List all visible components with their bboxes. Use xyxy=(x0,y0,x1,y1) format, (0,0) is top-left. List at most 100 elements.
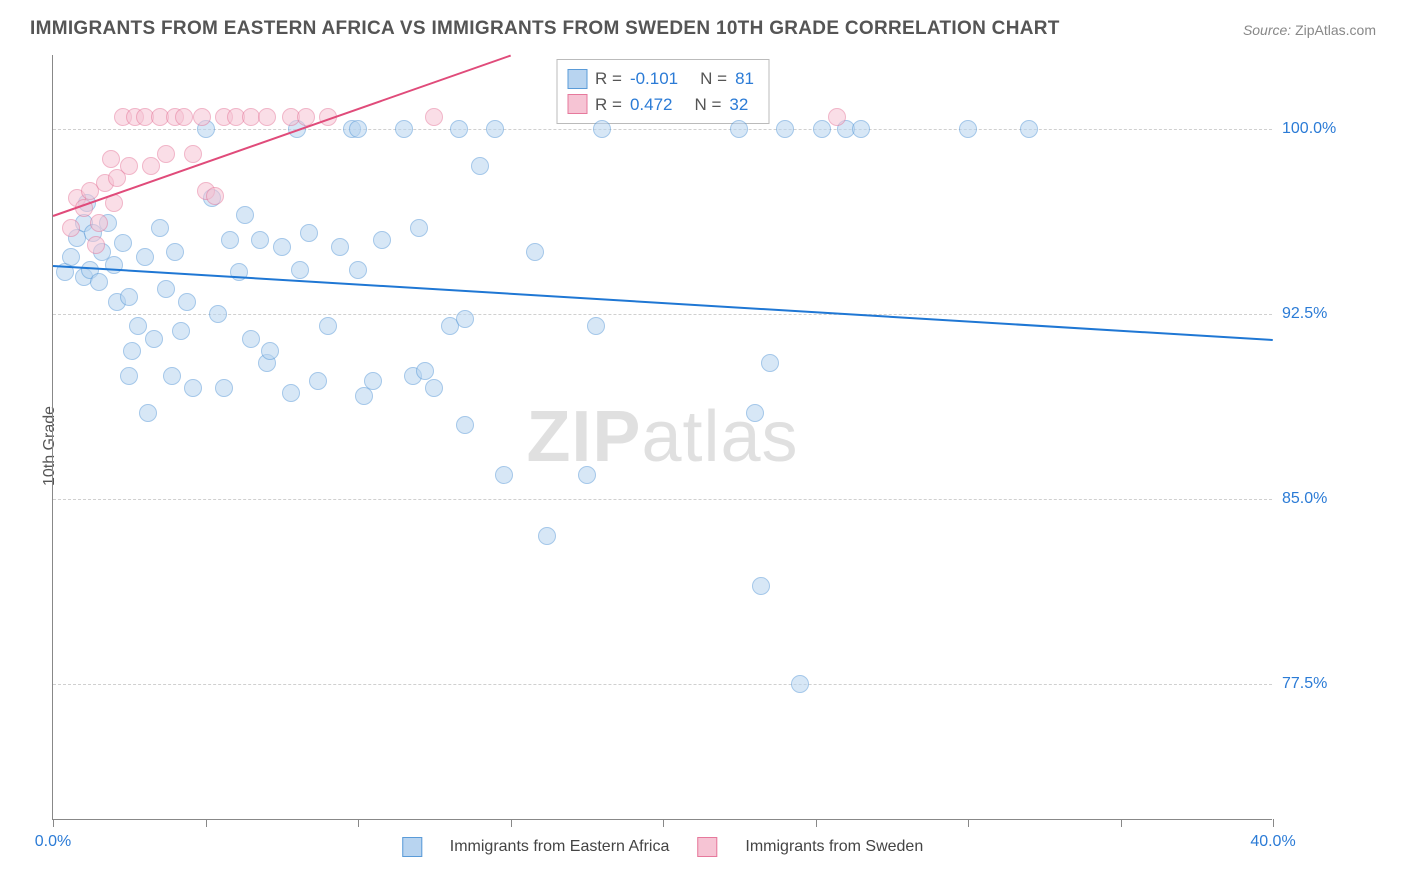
data-point xyxy=(261,342,279,360)
data-point xyxy=(145,330,163,348)
data-point xyxy=(425,108,443,126)
series-legend: Immigrants from Eastern Africa Immigrants… xyxy=(402,837,923,857)
source-label: Source: xyxy=(1243,22,1291,38)
legend-swatch xyxy=(567,69,587,89)
data-point xyxy=(221,231,239,249)
data-point xyxy=(450,120,468,138)
gridline-h xyxy=(53,129,1272,130)
data-point xyxy=(139,404,157,422)
data-point xyxy=(395,120,413,138)
data-point xyxy=(291,261,309,279)
r-label: R = xyxy=(595,66,622,92)
data-point xyxy=(331,238,349,256)
gridline-h xyxy=(53,314,1272,315)
data-point xyxy=(90,273,108,291)
n-value: 32 xyxy=(729,92,748,118)
data-point xyxy=(163,367,181,385)
data-point xyxy=(114,234,132,252)
data-point xyxy=(746,404,764,422)
r-label: R = xyxy=(595,92,622,118)
data-point xyxy=(193,108,211,126)
data-point xyxy=(142,157,160,175)
data-point xyxy=(166,243,184,261)
data-point xyxy=(123,342,141,360)
data-point xyxy=(273,238,291,256)
data-point xyxy=(120,367,138,385)
data-point xyxy=(236,206,254,224)
n-label: N = xyxy=(694,92,721,118)
data-point xyxy=(120,288,138,306)
data-point xyxy=(206,187,224,205)
data-point xyxy=(258,108,276,126)
legend-swatch xyxy=(567,94,587,114)
data-point xyxy=(184,379,202,397)
x-tick xyxy=(663,819,664,827)
y-tick-label: 92.5% xyxy=(1282,305,1357,323)
r-value: 0.472 xyxy=(630,92,673,118)
data-point xyxy=(538,527,556,545)
data-point xyxy=(172,322,190,340)
y-tick-label: 85.0% xyxy=(1282,490,1357,508)
data-point xyxy=(309,372,327,390)
data-point xyxy=(495,466,513,484)
trend-line xyxy=(53,265,1273,341)
data-point xyxy=(151,219,169,237)
data-point xyxy=(425,379,443,397)
data-point xyxy=(776,120,794,138)
data-point xyxy=(209,305,227,323)
x-tick xyxy=(53,819,54,827)
data-point xyxy=(90,214,108,232)
data-point xyxy=(364,372,382,390)
data-point xyxy=(319,317,337,335)
data-point xyxy=(136,248,154,266)
data-point xyxy=(62,219,80,237)
data-point xyxy=(349,261,367,279)
legend-label: Immigrants from Sweden xyxy=(745,838,923,856)
data-point xyxy=(456,310,474,328)
legend-swatch xyxy=(402,837,422,857)
data-point xyxy=(282,384,300,402)
data-point xyxy=(1020,120,1038,138)
legend-swatch xyxy=(697,837,717,857)
n-value: 81 xyxy=(735,66,754,92)
data-point xyxy=(175,108,193,126)
data-point xyxy=(251,231,269,249)
data-point xyxy=(593,120,611,138)
data-point xyxy=(456,416,474,434)
source-value: ZipAtlas.com xyxy=(1295,22,1376,38)
x-tick xyxy=(358,819,359,827)
data-point xyxy=(102,150,120,168)
data-point xyxy=(62,248,80,266)
x-tick xyxy=(1121,819,1122,827)
data-point xyxy=(471,157,489,175)
data-point xyxy=(373,231,391,249)
data-point xyxy=(87,236,105,254)
data-point xyxy=(157,280,175,298)
gridline-h xyxy=(53,499,1272,500)
x-tick-label: 40.0% xyxy=(1250,833,1295,851)
trend-line xyxy=(53,55,511,217)
y-tick-label: 100.0% xyxy=(1282,120,1357,138)
y-tick-label: 77.5% xyxy=(1282,675,1357,693)
n-label: N = xyxy=(700,66,727,92)
data-point xyxy=(178,293,196,311)
x-tick xyxy=(206,819,207,827)
data-point xyxy=(578,466,596,484)
data-point xyxy=(526,243,544,261)
data-point xyxy=(215,379,233,397)
data-point xyxy=(486,120,504,138)
legend-row: R = 0.472 N = 32 xyxy=(567,92,754,118)
data-point xyxy=(184,145,202,163)
data-point xyxy=(300,224,318,242)
data-point xyxy=(791,675,809,693)
data-point xyxy=(120,157,138,175)
data-point xyxy=(852,120,870,138)
legend-label: Immigrants from Eastern Africa xyxy=(450,838,670,856)
x-tick xyxy=(511,819,512,827)
gridline-h xyxy=(53,684,1272,685)
data-point xyxy=(752,577,770,595)
x-tick xyxy=(816,819,817,827)
x-tick xyxy=(968,819,969,827)
chart-title: IMMIGRANTS FROM EASTERN AFRICA VS IMMIGR… xyxy=(30,18,1060,40)
data-point xyxy=(157,145,175,163)
